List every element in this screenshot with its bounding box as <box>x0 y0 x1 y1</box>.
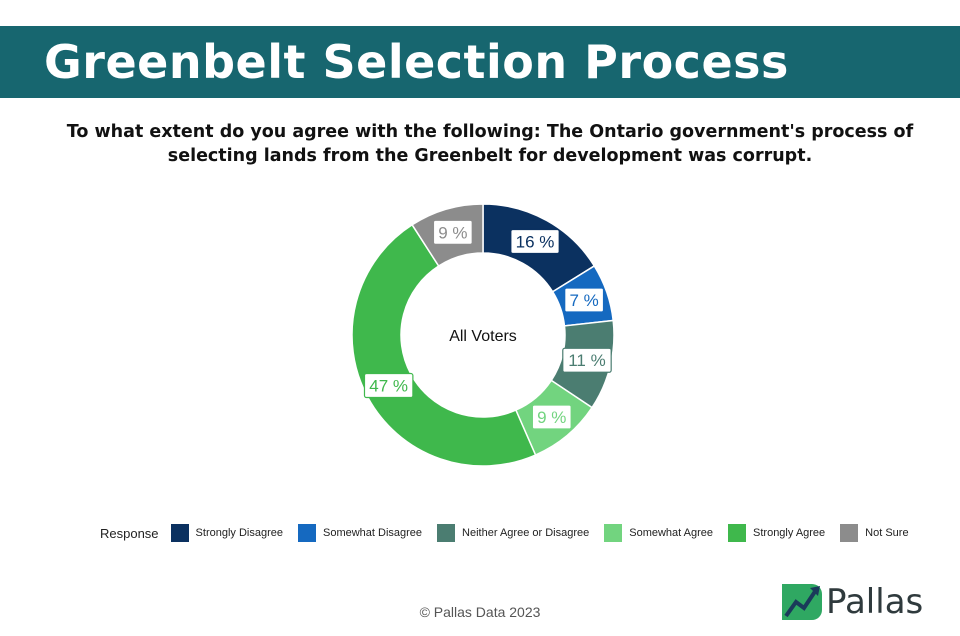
slice-label: 9 % <box>432 219 473 245</box>
legend-label: Strongly Disagree <box>195 527 283 539</box>
slice-label-box <box>562 347 612 373</box>
survey-question: To what extent do you agree with the fol… <box>66 122 914 166</box>
slice-label-box <box>531 404 572 430</box>
legend-item-somewhat-disagree: Somewhat Disagree <box>297 524 423 542</box>
slice-label-text: 11 % <box>568 351 606 370</box>
pallas-logo-icon <box>782 584 822 620</box>
legend-item-neither: Neither Agree or Disagree <box>437 524 589 542</box>
slice-label-box <box>432 219 473 245</box>
title-banner: Greenbelt Selection Process <box>0 26 960 98</box>
legend-label: Somewhat Disagree <box>322 527 423 539</box>
slice-label: 11 % <box>562 347 612 373</box>
slice-label-text: 9 % <box>537 408 566 427</box>
legend-label: Not Sure <box>865 527 909 539</box>
chart-legend: Response Strongly Disagree Somewhat Disa… <box>100 522 924 544</box>
logo-text: Pallas <box>826 582 924 622</box>
slice-label: 16 % <box>510 228 560 255</box>
slice-label: 9 % <box>531 404 572 430</box>
slice-label-box <box>363 372 414 399</box>
legend-swatch <box>604 524 623 542</box>
legend-label: Neither Agree or Disagree <box>462 527 590 539</box>
legend-item-somewhat-agree: Somewhat Agree <box>604 524 713 542</box>
copyright-text: © Pallas Data 2023 <box>419 604 541 620</box>
legend-swatch <box>437 524 456 542</box>
slice-label-text: 16 % <box>516 232 555 251</box>
slice-label-text: 7 % <box>569 291 598 310</box>
slice-label-box <box>564 287 605 313</box>
slice-label-text: 9 % <box>438 223 467 242</box>
legend-swatch <box>170 524 189 542</box>
slice-label-text: 47 % <box>369 377 408 396</box>
legend-title: Response <box>100 525 159 541</box>
legend-swatch <box>297 524 316 542</box>
center-label: All Voters <box>449 328 517 345</box>
slice-label-box <box>510 228 560 255</box>
slice-labels: 16 % 7 % 11 % 9 % 47 % 9 % <box>363 219 612 430</box>
legend-label: Somewhat Agree <box>629 527 714 539</box>
page-title: Greenbelt Selection Process <box>44 35 789 89</box>
slice-label: 7 % <box>564 287 605 313</box>
pallas-logo: Pallas <box>780 578 950 626</box>
slice-label: 47 % <box>363 372 414 399</box>
legend-item-strongly-disagree: Strongly Disagree <box>170 524 283 542</box>
legend-item-strongly-agree: Strongly Agree <box>728 524 825 542</box>
legend-label: Strongly Agree <box>753 527 826 539</box>
donut-slice-strongly-agree <box>351 223 537 467</box>
legend-item-not-sure: Not Sure <box>840 524 909 542</box>
legend-swatch <box>728 524 747 542</box>
legend-swatch <box>840 524 859 542</box>
